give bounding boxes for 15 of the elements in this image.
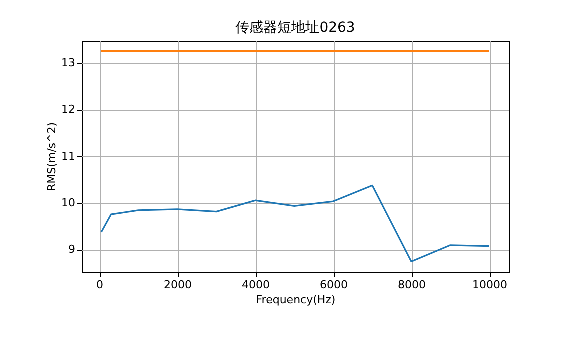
x-tick-label: 4000 (242, 278, 270, 292)
y-tick-label: 12 (62, 103, 76, 116)
y-tick-label: 13 (62, 56, 76, 70)
x-tick-label: 0 (96, 278, 104, 292)
y-tick-label: 9 (68, 243, 76, 256)
line-series (100, 184, 490, 263)
x-tick-label: 6000 (320, 278, 348, 292)
x-tick-label: 8000 (398, 278, 426, 292)
x-tick-label: 2000 (164, 278, 192, 292)
x-axis-title: Frequency(Hz) (256, 294, 336, 306)
x-tick-label: 10000 (472, 278, 508, 292)
y-tick-label: 10 (62, 196, 76, 210)
chart-title: 传感器短地址0263 (236, 20, 356, 36)
y-tick-label: 11 (62, 150, 76, 163)
y-axis-title: RMS(m/s^2) (46, 122, 59, 192)
